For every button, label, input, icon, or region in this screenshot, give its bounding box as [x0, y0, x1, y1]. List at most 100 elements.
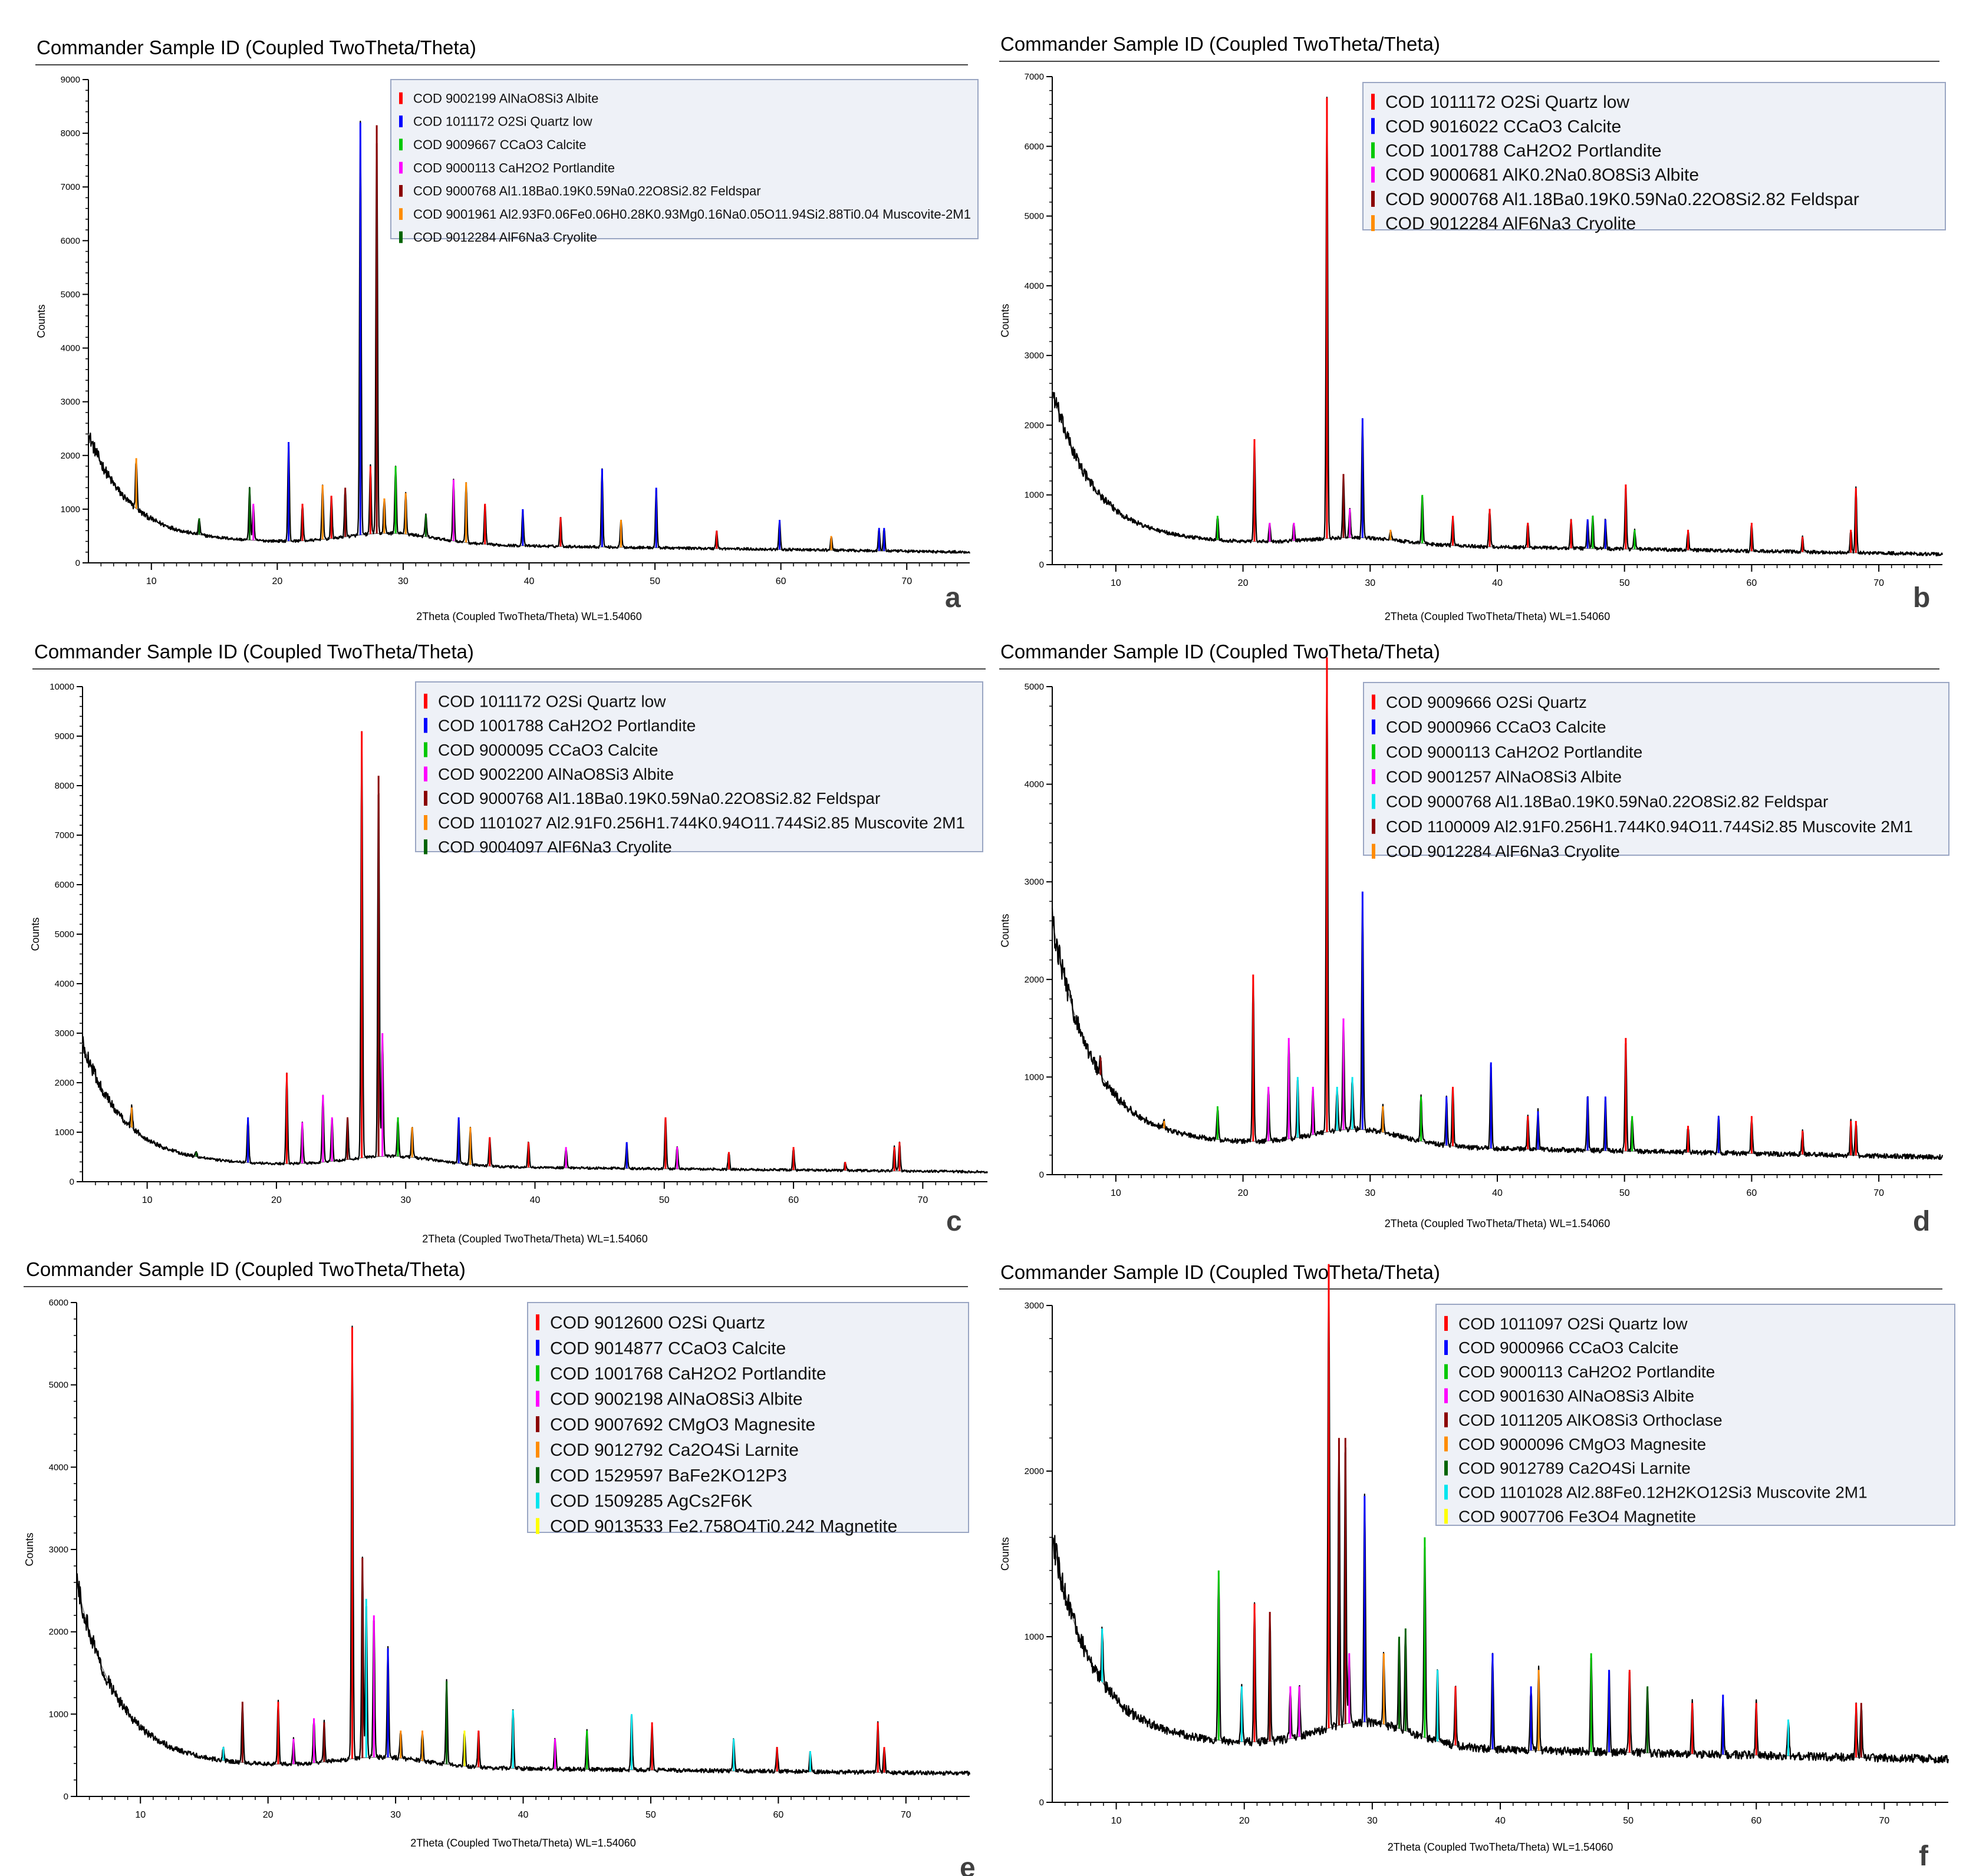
- x-tick-label: 50: [1619, 578, 1630, 588]
- y-tick-label: 4000: [49, 1462, 68, 1472]
- legend-swatch: [1372, 794, 1375, 809]
- legend-swatch: [536, 1492, 539, 1509]
- y-tick-label: 0: [75, 558, 80, 568]
- chart-panel-d: Commander Sample ID (Coupled TwoTheta/Th…: [999, 641, 1949, 1237]
- y-tick-label: 3000: [1025, 351, 1044, 361]
- legend-swatch: [1371, 190, 1375, 207]
- legend-box: [415, 681, 983, 852]
- y-tick-label: 3000: [49, 1545, 68, 1555]
- y-tick-label: 9000: [61, 75, 80, 85]
- legend-swatch: [1444, 1485, 1448, 1500]
- x-tick-label: 50: [1619, 1188, 1630, 1198]
- y-tick-label: 2000: [55, 1078, 74, 1088]
- legend-swatch: [1372, 719, 1375, 734]
- legend-entry: COD 9009667 CCaO3 Calcite: [413, 137, 586, 152]
- legend-swatch: [1372, 694, 1375, 710]
- x-tick-label: 60: [776, 576, 786, 586]
- legend-entry: COD 9002198 AlNaO8Si3 Albite: [550, 1390, 803, 1409]
- legend-entry: COD 1011205 AlKO8Si3 Orthoclase: [1458, 1411, 1723, 1429]
- legend-swatch: [424, 694, 427, 709]
- background-line: [1052, 1537, 1949, 1760]
- legend-swatch: [1444, 1436, 1448, 1452]
- legend-swatch: [399, 208, 403, 220]
- legend-entry: COD 9002199 AlNaO8Si3 Albite: [413, 91, 598, 105]
- measured-pattern: [1051, 659, 1944, 1160]
- y-tick-label: 8000: [61, 128, 80, 139]
- legend-swatch: [1444, 1340, 1448, 1355]
- legend-swatch: [424, 839, 427, 855]
- y-tick-label: 1000: [55, 1127, 74, 1138]
- y-tick-label: 1000: [1025, 1632, 1044, 1642]
- x-tick-label: 50: [650, 576, 660, 586]
- legend-entry: COD 1001788 CaH2O2 Portlandite: [438, 717, 696, 735]
- x-tick-label: 20: [1238, 578, 1249, 588]
- legend-entry: COD 9000681 AlK0.2Na0.8O8Si3 Albite: [1385, 166, 1699, 185]
- legend-entry: COD 1001788 CaH2O2 Portlandite: [1385, 141, 1662, 161]
- x-tick-label: 10: [142, 1195, 153, 1205]
- y-axis-label: Counts: [999, 914, 1011, 947]
- legend-entry: COD 9000113 CaH2O2 Portlandite: [1386, 743, 1642, 761]
- y-tick-label: 6000: [1025, 141, 1044, 151]
- x-tick-label: 40: [1492, 578, 1503, 588]
- panel-letter: f: [1919, 1841, 1929, 1872]
- legend-swatch: [1444, 1315, 1448, 1331]
- y-tick-label: 1000: [1025, 1072, 1044, 1082]
- legend-swatch: [536, 1314, 539, 1331]
- legend-entry: COD 9012792 Ca2O4Si Larnite: [550, 1440, 799, 1460]
- x-tick-label: 50: [1623, 1816, 1634, 1826]
- legend-entry: COD 9007692 CMgO3 Magnesite: [550, 1415, 815, 1435]
- chart-panel-a: Commander Sample ID (Coupled TwoTheta/Th…: [35, 37, 979, 622]
- legend-entry: COD 9012284 AlF6Na3 Cryolite: [413, 230, 597, 245]
- y-tick-label: 1000: [61, 505, 80, 515]
- legend-entry: COD 9001961 Al2.93F0.06Fe0.06H0.28K0.93M…: [413, 207, 971, 222]
- y-tick-label: 6000: [61, 236, 80, 246]
- measured-pattern: [75, 1326, 971, 1776]
- y-tick-label: 3000: [55, 1028, 74, 1038]
- x-tick-label: 30: [1365, 578, 1375, 588]
- x-tick-label: 70: [917, 1195, 928, 1205]
- measured-pattern: [1051, 1264, 1949, 1764]
- legend-entry: COD 9016022 CCaO3 Calcite: [1385, 117, 1621, 136]
- y-tick-label: 6000: [49, 1298, 68, 1308]
- legend: COD 1011172 O2Si Quartz low COD 9016022 C…: [1362, 82, 1946, 233]
- y-tick-label: 2000: [1025, 975, 1044, 985]
- legend-entry: COD 9000768 Al1.18Ba0.19K0.59Na0.22O8Si2…: [1386, 793, 1828, 811]
- panel-letter: e: [960, 1852, 976, 1876]
- x-tick-label: 20: [1239, 1816, 1250, 1826]
- legend-entry: COD 9001257 AlNaO8Si3 Albite: [1386, 768, 1622, 786]
- y-axis-label: Counts: [999, 1537, 1011, 1571]
- y-axis-label: Counts: [999, 304, 1011, 337]
- x-tick-label: 40: [1492, 1188, 1503, 1198]
- legend-box: [1435, 1304, 1955, 1526]
- legend-swatch: [1372, 843, 1375, 859]
- x-tick-label: 20: [263, 1810, 274, 1820]
- legend-box: [1363, 682, 1949, 856]
- background-line: [82, 1043, 988, 1172]
- x-tick-label: 40: [1495, 1816, 1506, 1826]
- x-tick-label: 30: [398, 576, 409, 586]
- x-tick-label: 60: [1747, 578, 1757, 588]
- legend-entry: COD 9000095 CCaO3 Calcite: [438, 741, 658, 759]
- legend: COD 9002199 AlNaO8Si3 Albite COD 1011172 …: [390, 79, 979, 245]
- legend-swatch: [424, 742, 427, 757]
- y-tick-label: 5000: [55, 929, 74, 939]
- y-tick-label: 5000: [1025, 212, 1044, 222]
- chart-title: Commander Sample ID (Coupled TwoTheta/Th…: [34, 641, 474, 662]
- x-tick-label: 30: [390, 1810, 401, 1820]
- panel-letter: c: [946, 1206, 962, 1237]
- chart-title: Commander Sample ID (Coupled TwoTheta/Th…: [1000, 641, 1440, 662]
- legend-entry: COD 9000113 CaH2O2 Portlandite: [1458, 1363, 1715, 1381]
- legend-entry: COD 9000113 CaH2O2 Portlandite: [413, 160, 615, 175]
- legend-entry: COD 9000966 CCaO3 Calcite: [1386, 718, 1606, 736]
- x-tick-label: 20: [271, 1195, 282, 1205]
- legend-entry: COD 1001768 CaH2O2 Portlandite: [550, 1364, 826, 1384]
- legend-swatch: [399, 139, 403, 151]
- legend-swatch: [1444, 1388, 1448, 1403]
- measured-pattern: [87, 120, 971, 554]
- legend-swatch: [399, 92, 403, 104]
- x-tick-label: 10: [146, 576, 157, 586]
- x-tick-label: 40: [524, 576, 535, 586]
- legend-box: [390, 79, 979, 239]
- legend-swatch: [424, 815, 427, 830]
